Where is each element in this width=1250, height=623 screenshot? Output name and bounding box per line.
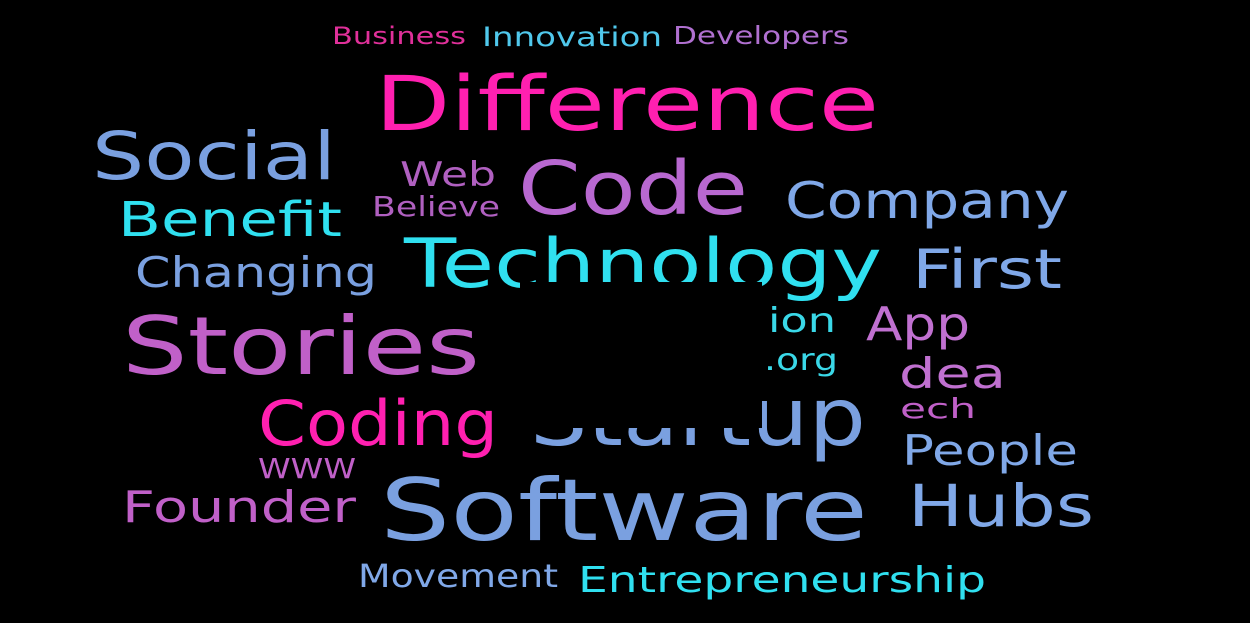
word: Coding [258, 387, 498, 460]
word: Entrepreneurship [578, 560, 986, 601]
word: People [902, 426, 1078, 475]
word: Hubs [908, 472, 1094, 540]
word: Company [785, 172, 1069, 230]
word: Software [380, 461, 868, 561]
word: .org [764, 343, 838, 378]
word: App [866, 297, 970, 351]
word: ech [900, 392, 976, 425]
word: Code [518, 146, 748, 232]
word: Benefit [118, 192, 342, 248]
word: Difference [375, 59, 879, 148]
word: Social [92, 118, 336, 195]
word: Movement [358, 557, 558, 595]
word: Developers [673, 21, 849, 50]
word: WWW [258, 452, 356, 485]
word: Founder [122, 482, 357, 533]
word: Stories [122, 300, 480, 393]
occluder [878, 352, 902, 422]
word: Changing [135, 248, 377, 297]
word: Business [332, 22, 466, 50]
word: Believe [372, 190, 500, 223]
word: Web [400, 155, 496, 195]
word: Innovation [482, 22, 662, 53]
word: First [912, 238, 1062, 301]
word: Idea [882, 349, 1006, 398]
word: ion [768, 301, 836, 341]
occluder [520, 282, 762, 428]
